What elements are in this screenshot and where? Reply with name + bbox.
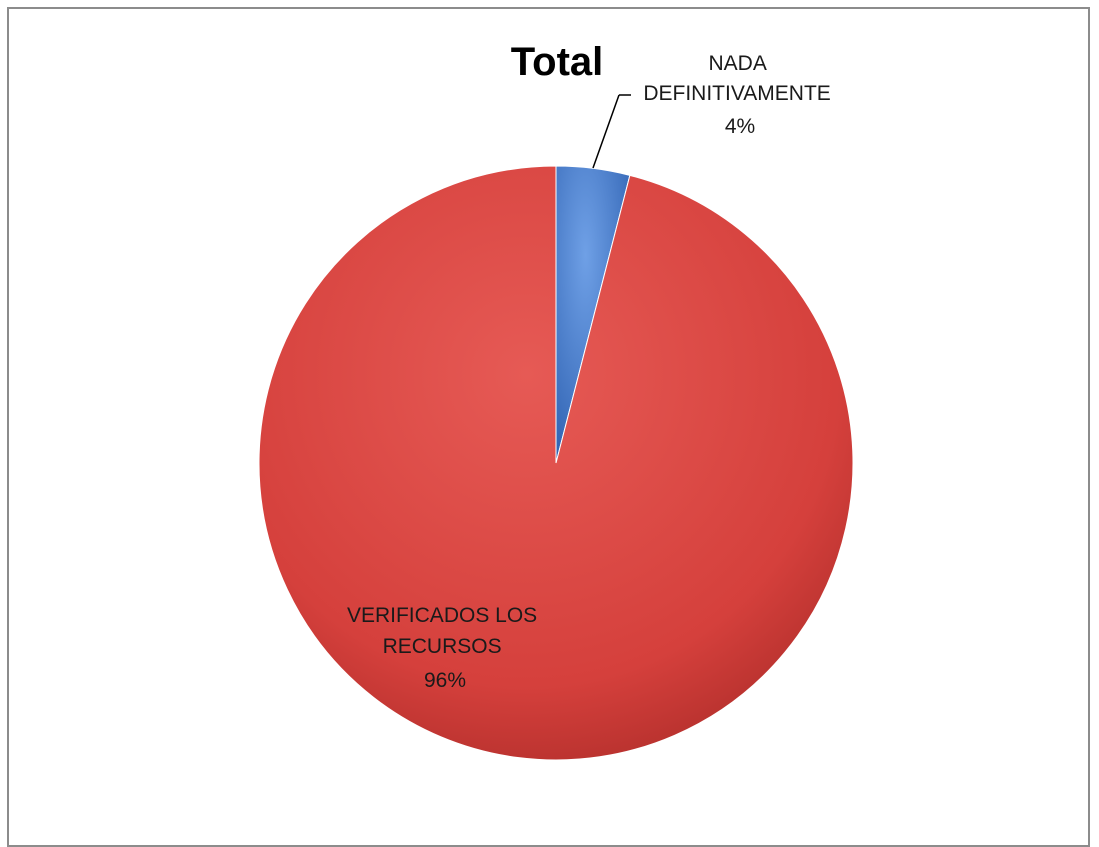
slice-label-nada: NADA DEFINITIVAMENTE 4%	[643, 52, 836, 138]
slice-label-verificados: VERIFICADOS LOS RECURSOS 96%	[347, 604, 543, 692]
pie-slice-verificados-los-recursos	[258, 165, 854, 761]
leader-line	[592, 94, 620, 169]
chart-title: Total	[511, 40, 604, 84]
